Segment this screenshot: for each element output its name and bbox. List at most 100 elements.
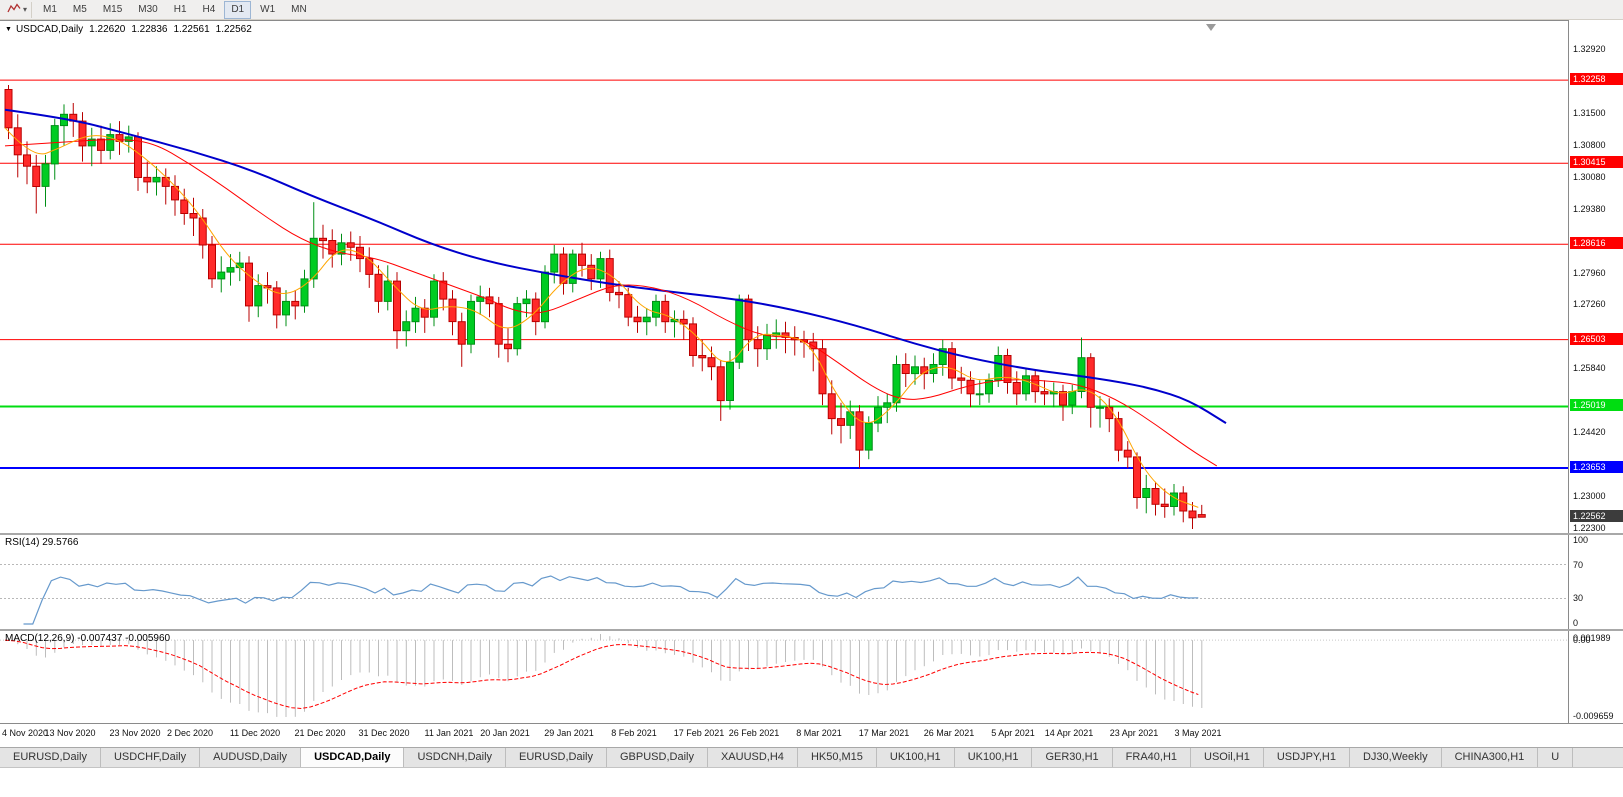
tab-u[interactable]: U	[1538, 748, 1574, 767]
macd-axis-label: -0.009659	[1573, 711, 1614, 721]
rsi-axis-label: 0	[1573, 618, 1579, 628]
rsi-axis-label: 30	[1573, 593, 1584, 603]
price-axis-label: 1.27960	[1573, 268, 1606, 278]
time-axis-label: 14 Apr 2021	[1044, 728, 1094, 738]
timeframe-button-h1[interactable]: H1	[167, 1, 194, 19]
tab-eurusd-daily[interactable]: EURUSD,Daily	[506, 748, 607, 767]
tab-usdcnh-daily[interactable]: USDCNH,Daily	[404, 748, 507, 767]
macd-histogram	[17, 634, 1203, 717]
time-axis-label: 26 Feb 2021	[728, 728, 780, 738]
macd-axis: 0.001989 0.00 -0.009659	[1568, 631, 1623, 723]
ohlc-open: 1.22620	[89, 24, 126, 35]
tab-eurusd-daily[interactable]: EURUSD,Daily	[0, 748, 101, 767]
time-axis-label: 5 Apr 2021	[991, 728, 1035, 738]
tab-usdcad-daily[interactable]: USDCAD,Daily	[301, 748, 405, 767]
rsi-axis: 100 70 30 0	[1568, 535, 1623, 629]
ma-fast-orange	[4, 127, 1199, 508]
time-axis-label: 23 Apr 2021	[1109, 728, 1159, 738]
rsi-label: RSI(14) 29.5766	[5, 537, 79, 548]
time-axis[interactable]: 4 Nov 2020 13 Nov 2020 23 Nov 2020 2 Dec 20…	[0, 723, 1623, 743]
chart-style-tool[interactable]: ▾	[3, 1, 33, 19]
tab-uk100-h1[interactable]: UK100,H1	[954, 748, 1033, 767]
panel-splitter[interactable]	[0, 629, 1623, 631]
time-axis-label: 26 Mar 2021	[923, 728, 975, 738]
tab-usoil-h1[interactable]: USOil,H1	[1191, 748, 1264, 767]
tab-dj30-weekly[interactable]: DJ30,Weekly	[1349, 748, 1442, 767]
chart-tab-bar: EURUSD,Daily USDCHF,Daily AUDUSD,Daily USDC…	[0, 747, 1623, 768]
price-level-tag[interactable]: 1.30415	[1570, 156, 1623, 168]
candlestick-series	[4, 85, 1206, 529]
ma-medium-red	[4, 139, 1218, 467]
price-axis-label: 1.30080	[1573, 172, 1606, 182]
timeframe-button-h4[interactable]: H4	[196, 1, 223, 19]
macd-axis-label: 0.001989	[1573, 633, 1611, 643]
price-axis-label: 1.31500	[1573, 108, 1606, 118]
tab-xauusd-h4[interactable]: XAUUSD,H4	[707, 748, 798, 767]
price-level-tag[interactable]: 1.23653	[1570, 461, 1623, 473]
tab-usdchf-daily[interactable]: USDCHF,Daily	[100, 748, 201, 767]
tab-hk50-m15[interactable]: HK50,M15	[797, 748, 877, 767]
timeframe-button-d1[interactable]: D1	[224, 0, 252, 19]
price-axis[interactable]: 1.32920 1.31500 1.30800 1.30080 1.29380 1.279…	[1568, 20, 1623, 533]
macd-panel[interactable]: MACD(12,26,9) -0.007437 -0.005960	[0, 631, 1568, 723]
tab-usdjpy-h1[interactable]: USDJPY,H1	[1263, 748, 1350, 767]
tab-uk100-h1[interactable]: UK100,H1	[876, 748, 955, 767]
rsi-axis-label: 70	[1573, 560, 1584, 570]
time-axis-label: 20 Jan 2021	[480, 728, 530, 738]
price-axis-label: 1.22300	[1573, 523, 1606, 533]
price-axis-label: 1.23000	[1573, 491, 1606, 501]
chart-shift-marker-icon[interactable]	[1206, 24, 1216, 31]
panel-splitter[interactable]	[0, 533, 1623, 535]
price-axis-label: 1.27260	[1573, 299, 1606, 309]
timeframe-toolbar: ▾ M1 M5 M15 M30 H1 H4 D1 W1 MN	[0, 0, 1623, 20]
rsi-panel[interactable]: RSI(14) 29.5766	[0, 535, 1568, 629]
rsi-axis-label: 100	[1573, 535, 1589, 545]
chart-menu-arrow-icon[interactable]: ▼	[5, 26, 12, 33]
rsi-line	[23, 575, 1199, 625]
price-level-tag[interactable]: 1.32258	[1570, 73, 1623, 85]
price-level-tag[interactable]: 1.26503	[1570, 333, 1623, 345]
timeframe-button-m30[interactable]: M30	[131, 1, 164, 19]
time-axis-label: 23 Nov 2020	[109, 728, 161, 738]
price-axis-label: 1.30800	[1573, 140, 1606, 150]
time-axis-label: 17 Mar 2021	[858, 728, 910, 738]
price-axis-label: 1.32920	[1573, 44, 1606, 54]
tab-gbpusd-daily[interactable]: GBPUSD,Daily	[607, 748, 708, 767]
time-axis-label: 11 Jan 2021	[424, 728, 474, 738]
price-axis-label: 1.24420	[1573, 427, 1606, 437]
ohlc-low: 1.22561	[173, 24, 210, 35]
time-axis-label: 4 Nov 2020	[2, 728, 49, 738]
price-level-tag[interactable]: 1.28616	[1570, 237, 1623, 249]
time-axis-label: 29 Jan 2021	[544, 728, 594, 738]
tab-ger30-h1[interactable]: GER30,H1	[1032, 748, 1113, 767]
time-axis-label: 13 Nov 2020	[44, 728, 96, 738]
timeframe-button-mn[interactable]: MN	[284, 1, 314, 19]
tab-china300-h1[interactable]: CHINA300,H1	[1441, 748, 1539, 767]
timeframe-button-m1[interactable]: M1	[36, 1, 64, 19]
timeframe-button-m15[interactable]: M15	[96, 1, 129, 19]
price-axis-label: 1.25840	[1573, 363, 1606, 373]
chart-symbol-period: USDCAD,Daily	[15, 24, 84, 35]
ohlc-high: 1.22836	[131, 24, 168, 35]
time-axis-label: 2 Dec 2020	[166, 728, 214, 738]
main-chart-panel[interactable]: ▼ USDCAD,Daily 1.22620 1.22836 1.22561 1.2256…	[0, 20, 1568, 533]
timeframe-button-m5[interactable]: M5	[66, 1, 94, 19]
ohlc-close: 1.22562	[215, 24, 252, 35]
price-axis-label: 1.29380	[1573, 204, 1606, 214]
macd-canvas	[0, 634, 1568, 717]
time-axis-label: 8 Mar 2021	[796, 728, 842, 738]
time-axis-label: 17 Feb 2021	[673, 728, 725, 738]
current-price-tag: 1.22562	[1570, 510, 1623, 522]
timeframe-button-w1[interactable]: W1	[253, 1, 282, 19]
macd-label: MACD(12,26,9) -0.007437 -0.005960	[5, 633, 171, 644]
price-level-tag[interactable]: 1.25019	[1570, 399, 1623, 411]
main-chart-canvas[interactable]	[0, 21, 1568, 533]
tab-fra40-h1[interactable]: FRA40,H1	[1112, 748, 1192, 767]
line-chart-icon	[7, 1, 21, 19]
time-axis-label: 8 Feb 2021	[611, 728, 657, 738]
caret-down-icon: ▾	[23, 4, 28, 14]
tab-audusd-daily[interactable]: AUDUSD,Daily	[200, 748, 302, 767]
time-axis-label: 3 May 2021	[1174, 728, 1222, 738]
time-axis-label: 21 Dec 2020	[294, 728, 346, 738]
